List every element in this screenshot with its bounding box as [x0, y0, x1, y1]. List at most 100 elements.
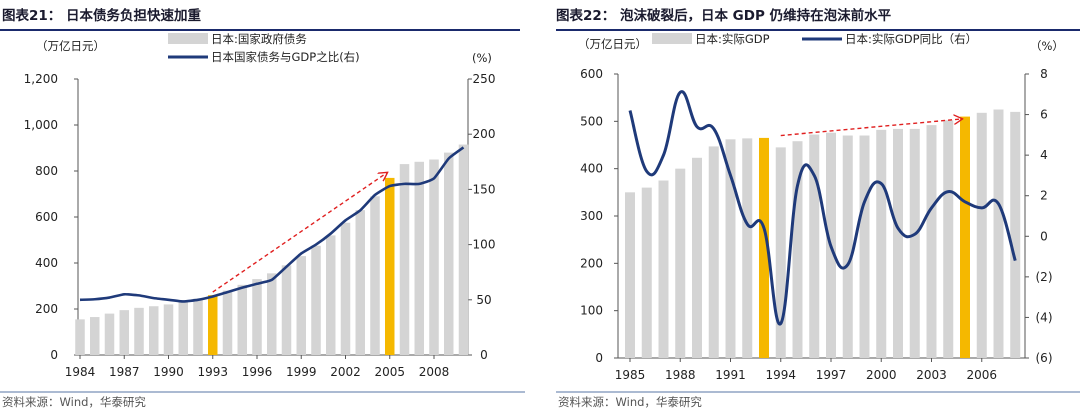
- left-axis-unit: （万亿日元）: [36, 39, 105, 53]
- right-tick-label: 50: [476, 293, 491, 307]
- x-tick-label: 1987: [109, 365, 140, 379]
- bar: [355, 210, 365, 355]
- right-tick-label: 150: [473, 182, 496, 196]
- legend-label: 日本:国家政府债务: [211, 32, 307, 46]
- bar: [149, 306, 159, 355]
- bar: [267, 273, 277, 355]
- bar: [893, 128, 903, 358]
- legend-label: 日本:实际GDP同比（右）: [845, 32, 977, 46]
- bar: [859, 135, 870, 358]
- bar: [993, 109, 1004, 358]
- bar: [658, 180, 669, 358]
- bar: [429, 159, 439, 355]
- bar: [943, 120, 954, 359]
- highlight-bar: [960, 116, 970, 358]
- chart-title: 图表21： 日本债务负担快速加重: [2, 7, 201, 24]
- bar: [1010, 111, 1021, 358]
- bar: [809, 134, 820, 358]
- left-tick-label: 1,000: [24, 118, 58, 132]
- bar: [370, 196, 380, 355]
- left-tick-label: 400: [35, 256, 58, 270]
- left-tick-label: 100: [580, 304, 603, 318]
- left-axis-unit: （万亿日元）: [578, 37, 647, 51]
- right-tick-label: (4): [1036, 310, 1053, 324]
- bar: [178, 301, 188, 355]
- bar: [725, 139, 736, 358]
- chart-1: 图表21： 日本债务负担快速加重 （万亿日元） (%) 0 200 400 600 800 1,…: [0, 7, 525, 409]
- bar: [675, 168, 686, 358]
- right-axis-unit: (%): [472, 51, 492, 65]
- source-note: 资料来源：Wind，华泰研究: [2, 395, 146, 409]
- right-tick-label: (6): [1036, 351, 1053, 365]
- left-tick-label: 200: [35, 302, 58, 316]
- bar: [792, 141, 803, 358]
- series-line: [79, 146, 465, 303]
- right-tick-label: 6: [1040, 108, 1048, 122]
- bar: [222, 290, 233, 355]
- bar: [625, 192, 635, 358]
- right-tick-label: 0: [1040, 229, 1048, 243]
- x-tick-label: 2008: [419, 365, 450, 379]
- legend-label: 日本国家债务与GDP之比(右): [211, 50, 360, 64]
- x-tick-label: 1991: [715, 368, 746, 382]
- bar: [326, 235, 336, 355]
- bar: [458, 144, 469, 355]
- bar: [134, 307, 144, 355]
- x-tick-label: 1993: [197, 365, 228, 379]
- bar: [75, 319, 85, 355]
- left-tick-label: 400: [580, 162, 603, 176]
- bar: [163, 304, 174, 355]
- right-axis-unit: （%）: [1030, 39, 1064, 53]
- bar: [119, 310, 129, 355]
- right-tick-label: (2): [1036, 270, 1053, 284]
- x-tick-label: 2000: [866, 368, 897, 382]
- bar: [90, 317, 100, 355]
- legend-swatch-bar: [652, 33, 692, 44]
- bar: [692, 157, 702, 358]
- bar: [909, 128, 920, 358]
- bar: [775, 147, 786, 358]
- right-tick-label: 0: [480, 348, 488, 362]
- x-tick-label: 2006: [966, 368, 997, 382]
- x-tick-label: 1988: [665, 368, 696, 382]
- bar: [641, 187, 652, 358]
- bar: [414, 161, 424, 355]
- chart-title: 图表22： 泡沫破裂后，日本 GDP 仍维持在泡沫前水平: [556, 7, 892, 24]
- bar: [281, 265, 292, 355]
- x-tick-label: 1984: [65, 365, 96, 379]
- x-tick-label: 1994: [765, 368, 796, 382]
- bar: [296, 256, 306, 355]
- right-tick-label: 100: [473, 238, 496, 252]
- left-tick-label: 600: [35, 210, 58, 224]
- left-tick-label: 0: [595, 351, 603, 365]
- dashed-arrow: [212, 173, 387, 293]
- left-tick-label: 1,200: [24, 72, 58, 86]
- legend-swatch-bar: [168, 33, 208, 44]
- bar: [252, 279, 262, 355]
- chart-2: 图表22： 泡沫破裂后，日本 GDP 仍维持在泡沫前水平 （万亿日元） （%） 0 10…: [556, 7, 1080, 409]
- left-tick-label: 200: [580, 256, 603, 270]
- bar: [876, 129, 887, 358]
- left-tick-label: 0: [50, 348, 58, 362]
- legend-label: 日本:实际GDP: [695, 32, 770, 46]
- highlight-bar: [208, 295, 218, 355]
- right-tick-label: 250: [473, 72, 496, 86]
- left-tick-label: 800: [35, 164, 58, 178]
- bar: [976, 112, 987, 359]
- bar: [926, 125, 937, 359]
- source-note: 资料来源：Wind，华泰研究: [558, 395, 702, 409]
- x-tick-label: 1990: [153, 365, 184, 379]
- x-tick-label: 1985: [615, 368, 646, 382]
- right-tick-label: 8: [1040, 67, 1048, 81]
- right-tick-label: 200: [473, 127, 496, 141]
- series-line: [628, 90, 1017, 326]
- right-tick-label: 4: [1040, 148, 1048, 162]
- dashed-arrow: [780, 119, 962, 137]
- bar: [444, 152, 454, 355]
- x-tick-label: 1997: [816, 368, 847, 382]
- bar: [742, 138, 753, 358]
- left-tick-label: 500: [580, 114, 603, 128]
- highlight-bar: [385, 177, 395, 355]
